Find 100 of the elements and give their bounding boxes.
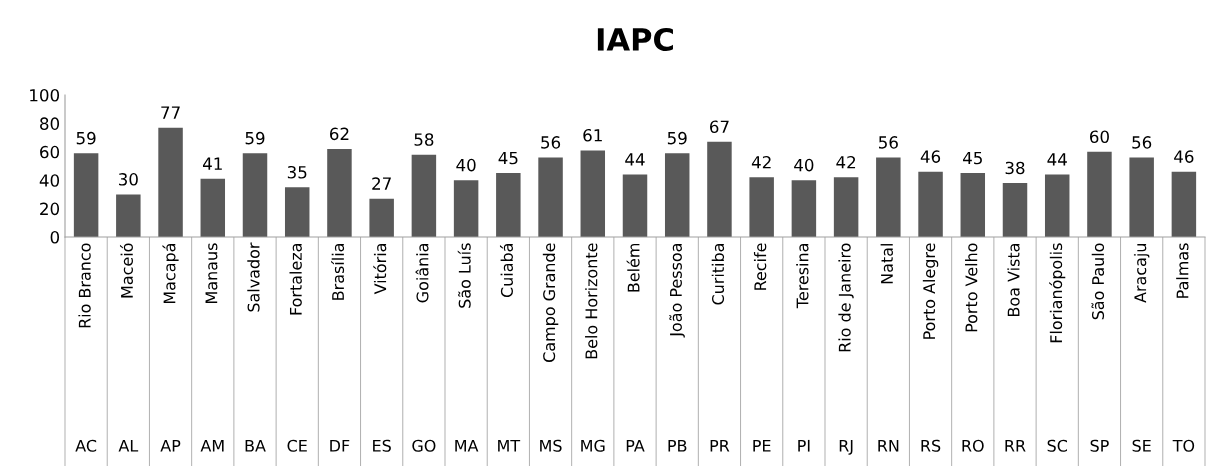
bar <box>580 150 606 237</box>
data-label: 44 <box>625 153 645 166</box>
text: CE <box>287 439 307 452</box>
bar <box>453 180 479 237</box>
bar <box>200 178 226 237</box>
bar <box>833 177 859 237</box>
data-label: 67 <box>710 120 729 134</box>
text: MA <box>455 439 479 452</box>
x-tick-label: Natal <box>880 244 893 284</box>
y-tick-label: 80 <box>40 117 60 130</box>
data-label: 56 <box>1132 136 1152 149</box>
data-label: 61 <box>583 128 602 142</box>
bar <box>1129 157 1154 237</box>
x-tick-label: Belo Horizonte <box>585 243 598 359</box>
text: RJ <box>839 439 853 455</box>
text: AL <box>118 439 139 452</box>
text: MS <box>540 439 562 452</box>
x-tick-label: Belém <box>626 243 640 292</box>
text: SC <box>1047 439 1067 452</box>
data-label: 58 <box>414 133 434 146</box>
text: RS <box>921 439 941 452</box>
bar <box>791 180 817 237</box>
x-tick-label: Curitiba <box>711 244 725 305</box>
text: PE <box>753 439 771 452</box>
data-label: 41 <box>202 157 222 170</box>
bar <box>242 153 268 237</box>
text: PA <box>626 439 645 452</box>
text: DF <box>330 439 350 452</box>
text: RO <box>962 439 984 452</box>
data-label: 42 <box>751 155 771 169</box>
bar <box>664 153 690 237</box>
text: TO <box>1172 439 1195 452</box>
bar <box>284 187 310 237</box>
x-tick-label: Rio de Janeiro <box>838 243 854 352</box>
x-tick-label: São Luís <box>457 243 471 308</box>
x-tick-label: Boa Vista <box>1007 244 1020 316</box>
data-label: 35 <box>287 165 307 179</box>
text: SP <box>1090 439 1109 452</box>
x-tick-label: Maceió <box>119 243 133 298</box>
bar <box>327 148 352 237</box>
y-tick-label: 40 <box>39 174 60 187</box>
data-label: 42 <box>836 155 856 169</box>
x-tick-label: Recife <box>753 243 767 290</box>
y-tick-label: 100 <box>30 88 60 102</box>
bar <box>369 198 394 237</box>
data-label: 60 <box>1090 130 1109 144</box>
bar <box>960 173 986 237</box>
x-tick-label: Porto Velho <box>965 243 978 332</box>
bar <box>749 177 774 237</box>
x-tick-label: Teresina <box>796 244 809 309</box>
x-tick-label: Fortaleza <box>289 244 302 315</box>
data-label: 59 <box>245 131 265 145</box>
x-tick-label: Macapá <box>162 244 179 304</box>
x-tick-label: Porto Alegre <box>922 243 939 339</box>
text: MT <box>498 439 521 452</box>
bar <box>622 174 648 237</box>
bar <box>1002 183 1028 237</box>
x-tick-label: Brasília <box>331 244 345 300</box>
data-label: 59 <box>76 131 96 145</box>
data-label: 40 <box>794 158 814 172</box>
bar <box>707 141 732 237</box>
data-label: 40 <box>456 158 476 172</box>
bar <box>411 154 437 237</box>
x-tick-label: Manaus <box>205 243 218 303</box>
y-tick-label: 60 <box>40 145 60 159</box>
text: ES <box>373 439 391 452</box>
data-label: 38 <box>1005 161 1025 175</box>
x-tick-label: Vitória <box>373 244 387 295</box>
bar <box>158 127 183 237</box>
data-label: 56 <box>879 136 898 149</box>
data-label: 45 <box>962 151 982 165</box>
text: PI <box>798 439 810 452</box>
bar <box>73 153 99 237</box>
bar <box>1171 171 1197 237</box>
data-label: 77 <box>161 106 180 119</box>
x-tick-label: Rio Branco <box>78 243 91 328</box>
data-label: 44 <box>1047 153 1067 166</box>
data-label: 27 <box>372 177 391 190</box>
bar <box>116 194 141 237</box>
text: RR <box>1005 439 1026 452</box>
x-tick-label: Campo Grande <box>542 243 559 362</box>
bar <box>918 171 943 237</box>
x-tick-label: São Paulo <box>1091 243 1105 320</box>
data-label: 46 <box>1174 150 1194 163</box>
y-tick-label: 20 <box>40 202 60 216</box>
data-label: 46 <box>920 150 941 163</box>
text: AM <box>200 439 224 452</box>
y-tick-label: 0 <box>50 230 60 244</box>
data-label: 30 <box>119 173 138 186</box>
text: PR <box>710 439 730 452</box>
bar <box>1087 151 1112 237</box>
data-label: 59 <box>667 131 687 145</box>
text: MG <box>581 439 605 452</box>
text: RN <box>878 439 899 452</box>
bar <box>538 157 563 237</box>
x-tick-label: João Pessoa <box>669 244 685 338</box>
text: AP <box>160 439 181 452</box>
text: GO <box>412 439 436 452</box>
x-tick-label: Aracaju <box>1133 244 1150 303</box>
x-tick-label: Cuiabá <box>499 244 513 298</box>
